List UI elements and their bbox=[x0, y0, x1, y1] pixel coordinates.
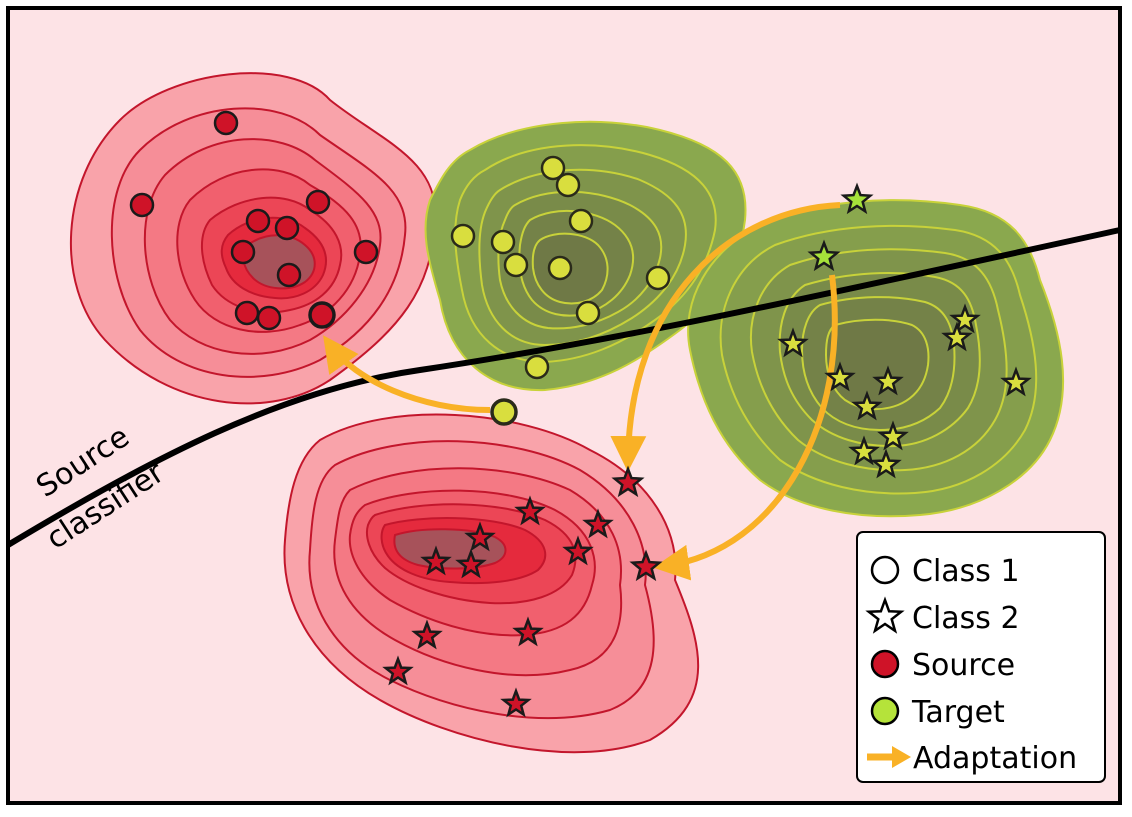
data-point bbox=[450, 223, 476, 249]
legend-source-label: Source bbox=[912, 648, 1015, 683]
legend-class1-label: Class 1 bbox=[912, 554, 1020, 589]
legend-adaptation-label: Adaptation bbox=[913, 741, 1077, 776]
star-data-point bbox=[514, 495, 546, 526]
arrow-icon bbox=[867, 746, 911, 768]
star-data-point bbox=[382, 655, 414, 686]
source-classifier-line bbox=[6, 227, 1121, 548]
target-class1-points bbox=[450, 155, 671, 426]
data-point bbox=[568, 208, 594, 234]
star-data-point bbox=[807, 239, 841, 272]
star-data-point bbox=[1000, 366, 1032, 397]
data-point bbox=[213, 110, 239, 136]
star-data-point bbox=[411, 619, 443, 650]
star-data-point bbox=[949, 303, 981, 334]
data-point bbox=[230, 239, 256, 265]
data-point bbox=[555, 172, 581, 198]
source-swatch-icon bbox=[870, 649, 900, 679]
data-point bbox=[575, 300, 601, 326]
legend: Class 1 Class 2 Source Target Adaptation bbox=[856, 531, 1106, 783]
data-point bbox=[353, 239, 379, 265]
star-data-point bbox=[777, 327, 809, 358]
data-point bbox=[274, 215, 300, 241]
star-data-point bbox=[848, 435, 880, 466]
target-class1-density bbox=[424, 120, 747, 392]
target-swatch-icon bbox=[870, 696, 900, 726]
target-class2-density bbox=[687, 199, 1065, 518]
circle-marker-icon bbox=[870, 555, 900, 585]
legend-target-label: Target bbox=[911, 695, 1005, 730]
data-point bbox=[234, 300, 260, 326]
star-data-point bbox=[870, 448, 902, 479]
star-data-point bbox=[611, 465, 645, 498]
star-data-point bbox=[582, 508, 614, 539]
star-data-point bbox=[872, 365, 904, 396]
legend-class2-label: Class 2 bbox=[912, 601, 1020, 636]
data-point bbox=[547, 255, 573, 281]
source-class2-points bbox=[382, 465, 663, 718]
star-data-point bbox=[877, 420, 909, 451]
data-point bbox=[256, 305, 282, 331]
star-data-point bbox=[455, 548, 487, 579]
data-point bbox=[276, 262, 302, 288]
star-data-point bbox=[562, 535, 594, 566]
star-data-point bbox=[512, 616, 544, 647]
adaptation-arrows bbox=[323, 202, 841, 581]
star-data-point bbox=[629, 549, 663, 582]
data-point bbox=[524, 354, 550, 380]
data-point bbox=[490, 229, 516, 255]
star-data-point bbox=[464, 521, 496, 552]
star-data-point bbox=[500, 687, 532, 718]
data-point bbox=[503, 252, 529, 278]
star-data-point bbox=[840, 182, 874, 215]
data-point bbox=[129, 192, 155, 218]
adapted-point bbox=[308, 301, 336, 329]
source-class1-points bbox=[129, 110, 379, 331]
star-marker-icon bbox=[865, 596, 905, 634]
target-class2-points bbox=[777, 182, 1032, 479]
data-point bbox=[490, 398, 518, 426]
star-data-point bbox=[851, 390, 883, 421]
legend-box bbox=[856, 531, 1106, 783]
star-data-point bbox=[824, 361, 856, 392]
star-data-point bbox=[420, 545, 452, 576]
data-point bbox=[245, 208, 271, 234]
data-point bbox=[540, 155, 566, 181]
data-point bbox=[645, 265, 671, 291]
data-point bbox=[305, 189, 331, 215]
star-data-point bbox=[941, 321, 973, 352]
